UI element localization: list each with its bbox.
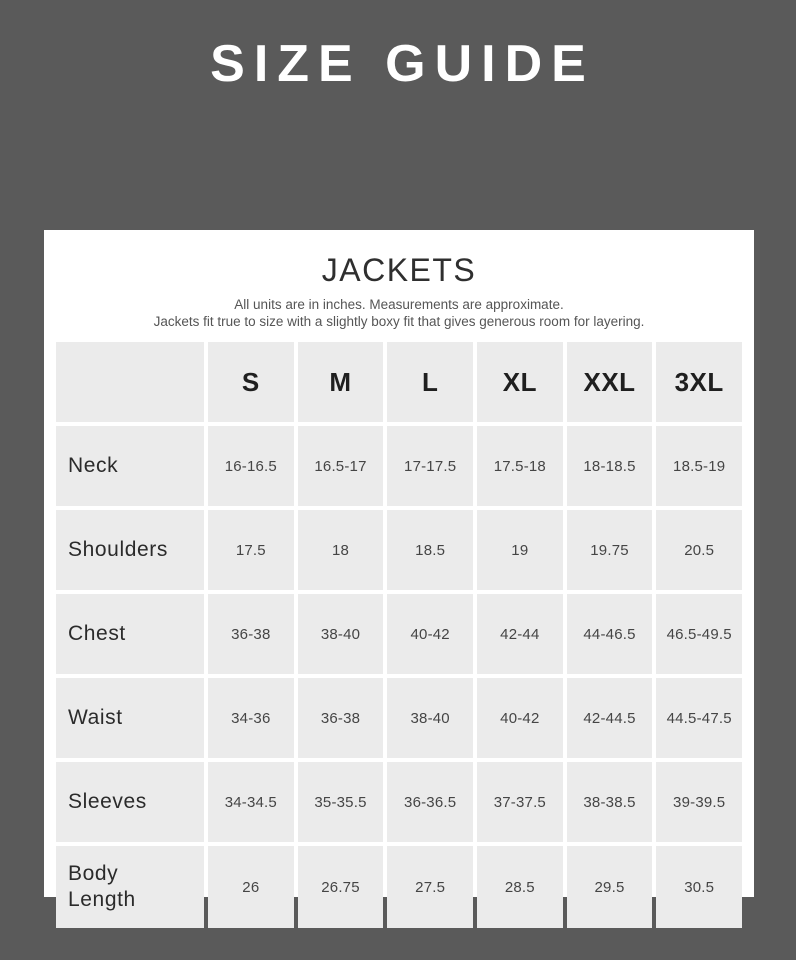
cell-shoulders-xxl: 19.75 bbox=[566, 510, 653, 590]
column-header-s: S bbox=[208, 342, 294, 422]
size-table: S M L XL XXL 3XL Neck 16-16.5 16.5-17 17… bbox=[56, 342, 743, 928]
row-label-body-length: Body Length bbox=[56, 846, 204, 928]
cell-chest-s: 36-38 bbox=[208, 594, 294, 674]
page-title: SIZE GUIDE bbox=[210, 35, 595, 93]
table-row: Waist 34-36 36-38 38-40 40-42 42-44.5 44… bbox=[56, 678, 743, 758]
cell-body-length-xl: 28.5 bbox=[477, 846, 563, 928]
table-row: Body Length 26 26.75 27.5 28.5 29.5 30.5 bbox=[56, 846, 743, 928]
table-row: Neck 16-16.5 16.5-17 17-17.5 17.5-18 18-… bbox=[56, 426, 743, 506]
cell-sleeves-xxl: 38-38.5 bbox=[566, 762, 653, 842]
cell-waist-l: 38-40 bbox=[387, 678, 474, 758]
row-label-text: Neck bbox=[68, 454, 119, 477]
cell-waist-m: 36-38 bbox=[297, 678, 384, 758]
table-row: Sleeves 34-34.5 35-35.5 36-36.5 37-37.5 … bbox=[56, 762, 743, 842]
cell-body-length-s: 26 bbox=[208, 846, 294, 928]
cell-sleeves-xl: 37-37.5 bbox=[477, 762, 563, 842]
row-label-shoulders: Shoulders bbox=[56, 510, 204, 590]
cell-chest-xxl: 44-46.5 bbox=[566, 594, 653, 674]
cell-neck-l: 17-17.5 bbox=[387, 426, 474, 506]
cell-waist-s: 34-36 bbox=[208, 678, 294, 758]
cell-sleeves-s: 34-34.5 bbox=[208, 762, 294, 842]
table-row: Shoulders 17.5 18 18.5 19 19.75 20.5 bbox=[56, 510, 743, 590]
cell-shoulders-xl: 19 bbox=[477, 510, 563, 590]
cell-body-length-m: 26.75 bbox=[297, 846, 384, 928]
row-label-waist: Waist bbox=[56, 678, 204, 758]
cell-shoulders-l: 18.5 bbox=[387, 510, 474, 590]
row-label-text: Body Length bbox=[68, 862, 136, 911]
row-label-text: Sleeves bbox=[68, 790, 147, 813]
cell-chest-l: 40-42 bbox=[387, 594, 474, 674]
row-label-text: Waist bbox=[68, 706, 123, 729]
cell-chest-xl: 42-44 bbox=[477, 594, 563, 674]
subtitle-line-2: Jackets fit true to size with a slightly… bbox=[153, 314, 645, 329]
cell-shoulders-m: 18 bbox=[297, 510, 384, 590]
card-subtitle: All units are in inches. Measurements ar… bbox=[56, 296, 742, 330]
cell-shoulders-s: 17.5 bbox=[208, 510, 294, 590]
cell-waist-xxl: 42-44.5 bbox=[566, 678, 653, 758]
table-row: Chest 36-38 38-40 40-42 42-44 44-46.5 46… bbox=[56, 594, 743, 674]
cell-sleeves-3xl: 39-39.5 bbox=[656, 762, 743, 842]
cell-neck-xxl: 18-18.5 bbox=[566, 426, 653, 506]
row-label-text: Shoulders bbox=[68, 538, 168, 561]
size-chart-card: JACKETS All units are in inches. Measure… bbox=[44, 230, 754, 928]
cell-shoulders-3xl: 20.5 bbox=[656, 510, 743, 590]
column-header-xxl: XXL bbox=[566, 342, 653, 422]
table-header-row: S M L XL XXL 3XL bbox=[56, 342, 743, 422]
table-corner-cell bbox=[56, 342, 204, 422]
cell-neck-m: 16.5-17 bbox=[297, 426, 384, 506]
row-label-sleeves: Sleeves bbox=[56, 762, 204, 842]
cell-chest-3xl: 46.5-49.5 bbox=[656, 594, 743, 674]
column-header-3xl: 3XL bbox=[656, 342, 743, 422]
cell-sleeves-l: 36-36.5 bbox=[387, 762, 474, 842]
cell-body-length-xxl: 29.5 bbox=[566, 846, 653, 928]
column-header-l: L bbox=[387, 342, 474, 422]
card-title: JACKETS bbox=[321, 252, 477, 288]
row-label-text: Chest bbox=[68, 622, 126, 645]
column-header-m: M bbox=[297, 342, 384, 422]
row-label-chest: Chest bbox=[56, 594, 204, 674]
cell-sleeves-m: 35-35.5 bbox=[297, 762, 384, 842]
column-header-xl: XL bbox=[477, 342, 563, 422]
subtitle-line-1: All units are in inches. Measurements ar… bbox=[234, 297, 564, 312]
row-label-neck: Neck bbox=[56, 426, 204, 506]
cell-body-length-3xl: 30.5 bbox=[656, 846, 743, 928]
cell-chest-m: 38-40 bbox=[297, 594, 384, 674]
cell-waist-3xl: 44.5-47.5 bbox=[656, 678, 743, 758]
cell-neck-xl: 17.5-18 bbox=[477, 426, 563, 506]
cell-body-length-l: 27.5 bbox=[387, 846, 474, 928]
cell-neck-s: 16-16.5 bbox=[208, 426, 294, 506]
cell-waist-xl: 40-42 bbox=[477, 678, 563, 758]
cell-neck-3xl: 18.5-19 bbox=[656, 426, 743, 506]
